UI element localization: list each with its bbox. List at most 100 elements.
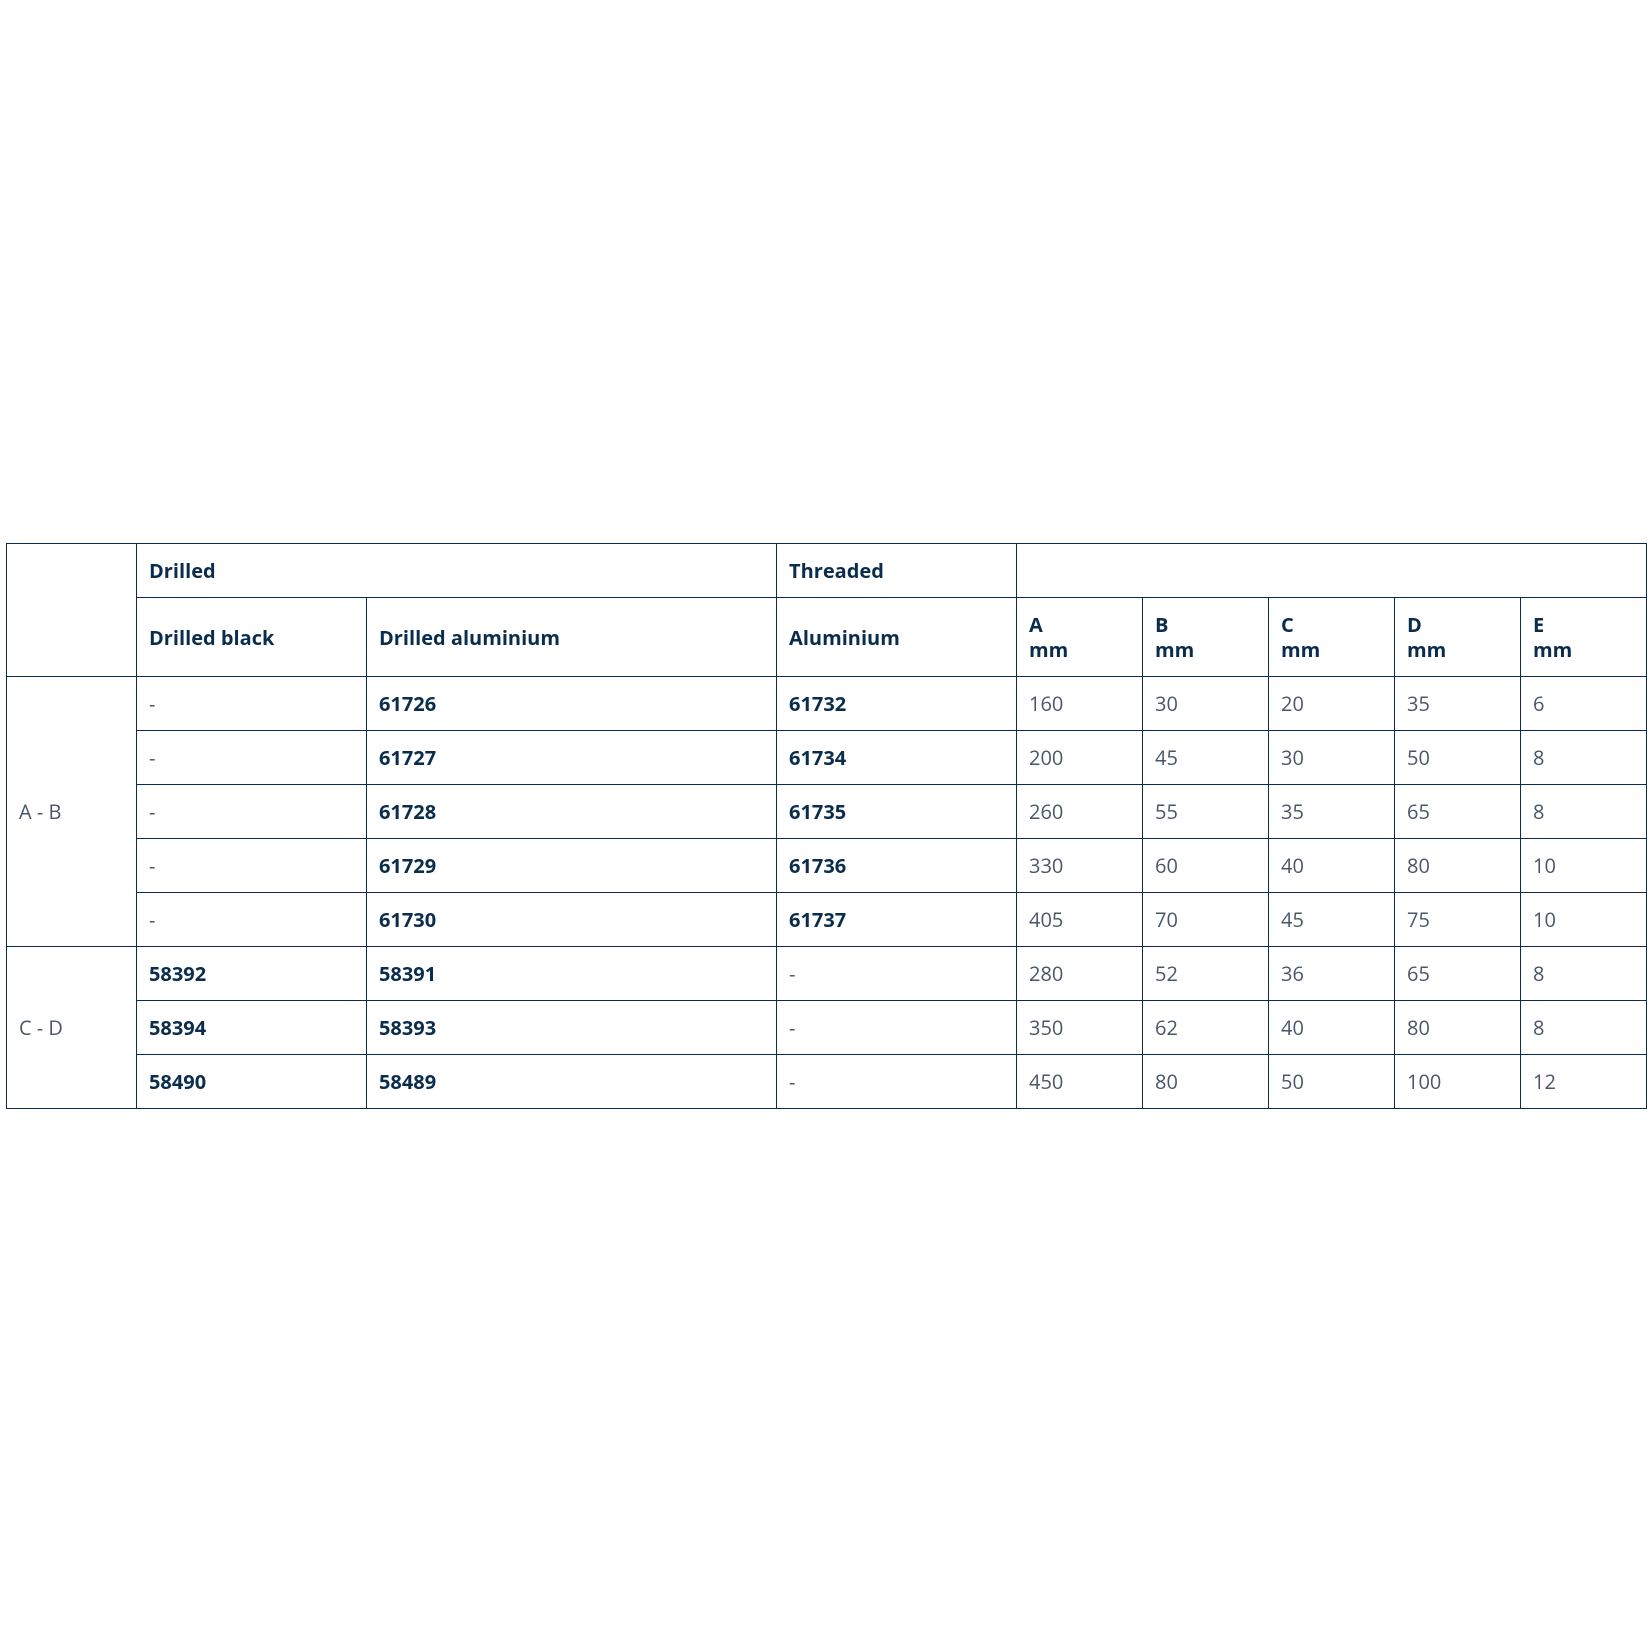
dim-unit: mm [1533, 637, 1634, 662]
cell-e: 12 [1521, 1055, 1647, 1109]
cell-drilled_black: 58394 [137, 1001, 367, 1055]
dim-label: C [1281, 612, 1382, 637]
cell-e: 10 [1521, 893, 1647, 947]
cell-a: 330 [1017, 839, 1143, 893]
cell-aluminium: - [777, 1001, 1017, 1055]
table-row: -617296173633060408010 [7, 839, 1647, 893]
cell-d: 80 [1395, 1001, 1521, 1055]
cell-c: 20 [1269, 677, 1395, 731]
cell-aluminium: - [777, 1055, 1017, 1109]
cell-e: 8 [1521, 785, 1647, 839]
cell-c: 50 [1269, 1055, 1395, 1109]
cell-b: 52 [1143, 947, 1269, 1001]
cell-c: 30 [1269, 731, 1395, 785]
cell-drilled_aluminium: 61728 [367, 785, 777, 839]
table-header: Drilled Threaded Drilled black Drilled a… [7, 544, 1647, 677]
cell-drilled_black: - [137, 839, 367, 893]
cell-b: 70 [1143, 893, 1269, 947]
cell-a: 280 [1017, 947, 1143, 1001]
cell-a: 200 [1017, 731, 1143, 785]
cell-e: 10 [1521, 839, 1647, 893]
cell-c: 36 [1269, 947, 1395, 1001]
cell-b: 62 [1143, 1001, 1269, 1055]
dim-unit: mm [1029, 637, 1130, 662]
dim-label: E [1533, 612, 1634, 637]
cell-drilled_black: 58490 [137, 1055, 367, 1109]
cell-a: 405 [1017, 893, 1143, 947]
cell-c: 40 [1269, 1001, 1395, 1055]
cell-drilled_aluminium: 58393 [367, 1001, 777, 1055]
header-row-top: Drilled Threaded [7, 544, 1647, 598]
table-row: -61728617352605535658 [7, 785, 1647, 839]
cell-b: 60 [1143, 839, 1269, 893]
cell-a: 260 [1017, 785, 1143, 839]
cell-aluminium: 61734 [777, 731, 1017, 785]
header-row-sub: Drilled black Drilled aluminium Aluminiu… [7, 598, 1647, 677]
table-row: 5839458393-3506240808 [7, 1001, 1647, 1055]
spec-table: Drilled Threaded Drilled black Drilled a… [6, 543, 1647, 1109]
cell-a: 160 [1017, 677, 1143, 731]
table-row: -617306173740570457510 [7, 893, 1647, 947]
cell-c: 40 [1269, 839, 1395, 893]
header-dim-d: D mm [1395, 598, 1521, 677]
cell-d: 50 [1395, 731, 1521, 785]
cell-drilled_aluminium: 61729 [367, 839, 777, 893]
group-label: A - B [7, 677, 137, 947]
cell-drilled_aluminium: 61730 [367, 893, 777, 947]
table-row: -61727617342004530508 [7, 731, 1647, 785]
cell-drilled_aluminium: 61726 [367, 677, 777, 731]
cell-aluminium: 61736 [777, 839, 1017, 893]
cell-a: 350 [1017, 1001, 1143, 1055]
table-row: C - D5839258391-2805236658 [7, 947, 1647, 1001]
cell-drilled_aluminium: 58489 [367, 1055, 777, 1109]
table-row: 5849058489-450805010012 [7, 1055, 1647, 1109]
header-aluminium: Aluminium [777, 598, 1017, 677]
table-body: A - B-61726617321603020356-6172761734200… [7, 677, 1647, 1109]
group-label: C - D [7, 947, 137, 1109]
header-dim-e: E mm [1521, 598, 1647, 677]
cell-b: 45 [1143, 731, 1269, 785]
cell-d: 65 [1395, 947, 1521, 1001]
cell-drilled_black: - [137, 893, 367, 947]
header-blank [7, 544, 137, 677]
cell-e: 8 [1521, 947, 1647, 1001]
header-dim-c: C mm [1269, 598, 1395, 677]
cell-drilled_aluminium: 58391 [367, 947, 777, 1001]
table-row: A - B-61726617321603020356 [7, 677, 1647, 731]
cell-c: 35 [1269, 785, 1395, 839]
header-dim-a: A mm [1017, 598, 1143, 677]
cell-aluminium: 61735 [777, 785, 1017, 839]
cell-b: 30 [1143, 677, 1269, 731]
cell-aluminium: 61732 [777, 677, 1017, 731]
dim-unit: mm [1407, 637, 1508, 662]
header-dims-blank [1017, 544, 1647, 598]
cell-c: 45 [1269, 893, 1395, 947]
page: Drilled Threaded Drilled black Drilled a… [0, 0, 1652, 1652]
header-drilled: Drilled [137, 544, 777, 598]
cell-aluminium: - [777, 947, 1017, 1001]
cell-d: 65 [1395, 785, 1521, 839]
cell-e: 8 [1521, 731, 1647, 785]
cell-drilled_black: - [137, 785, 367, 839]
cell-drilled_black: - [137, 677, 367, 731]
cell-b: 80 [1143, 1055, 1269, 1109]
cell-b: 55 [1143, 785, 1269, 839]
cell-d: 80 [1395, 839, 1521, 893]
header-drilled-aluminium: Drilled aluminium [367, 598, 777, 677]
dim-unit: mm [1155, 637, 1256, 662]
cell-e: 8 [1521, 1001, 1647, 1055]
cell-drilled_black: 58392 [137, 947, 367, 1001]
header-drilled-black: Drilled black [137, 598, 367, 677]
cell-aluminium: 61737 [777, 893, 1017, 947]
cell-d: 100 [1395, 1055, 1521, 1109]
dim-unit: mm [1281, 637, 1382, 662]
cell-drilled_aluminium: 61727 [367, 731, 777, 785]
dim-label: B [1155, 612, 1256, 637]
cell-a: 450 [1017, 1055, 1143, 1109]
cell-e: 6 [1521, 677, 1647, 731]
cell-drilled_black: - [137, 731, 367, 785]
dim-label: A [1029, 612, 1130, 637]
header-threaded: Threaded [777, 544, 1017, 598]
cell-d: 35 [1395, 677, 1521, 731]
dim-label: D [1407, 612, 1508, 637]
